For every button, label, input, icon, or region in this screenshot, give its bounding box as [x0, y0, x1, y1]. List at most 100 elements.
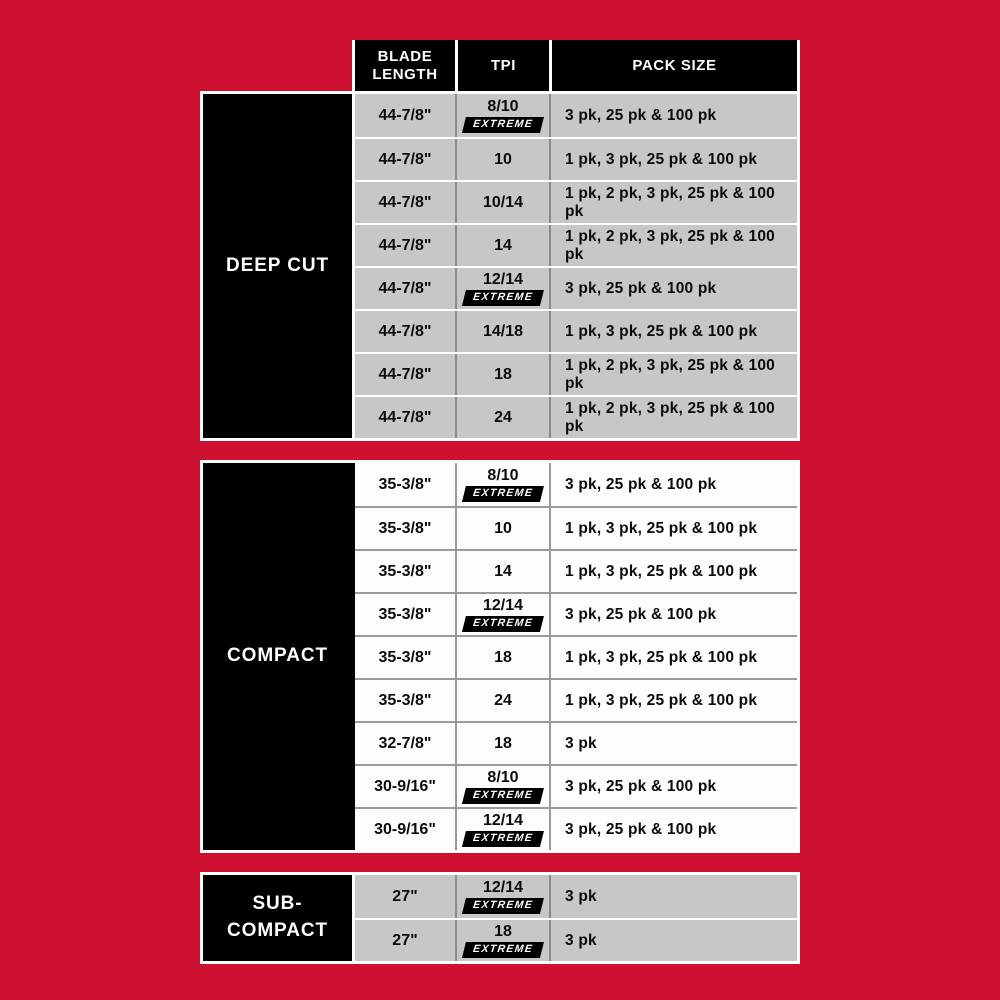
blade-length-cell: 35-3/8"	[378, 691, 432, 709]
tpi-cell: 14	[455, 551, 549, 592]
pack-size-cell: 3 pk	[549, 875, 797, 918]
table-row: 35-3/8" 12/14 EXTREME 3 pk, 25 pk & 100 pk	[355, 592, 797, 635]
blade-length-cell: 30-9/16"	[374, 820, 436, 838]
blade-length-cell: 44-7/8"	[378, 365, 432, 383]
section-rows: 27" 12/14 EXTREME 3 pk 27" 18 EXTREME 3 pk	[355, 875, 797, 961]
extreme-badge: EXTREME	[462, 117, 544, 133]
tpi-value: 18	[494, 648, 512, 666]
tpi-value: 18	[494, 365, 512, 383]
section-label: DEEP CUT	[203, 94, 355, 438]
pack-size-cell: 1 pk, 3 pk, 25 pk & 100 pk	[549, 311, 797, 352]
pack-size-cell: 3 pk, 25 pk & 100 pk	[549, 766, 797, 807]
section-rows: 35-3/8" 8/10 EXTREME 3 pk, 25 pk & 100 pk 35…	[355, 463, 797, 850]
blade-length-cell: 32-7/8"	[378, 734, 432, 752]
tpi-cell: 8/10 EXTREME	[455, 766, 549, 807]
extreme-label: EXTREME	[472, 943, 534, 956]
extreme-label: EXTREME	[472, 291, 534, 304]
tpi-cell: 24	[455, 397, 549, 438]
pack-size-cell: 1 pk, 3 pk, 25 pk & 100 pk	[549, 551, 797, 592]
table-row: 30-9/16" 12/14 EXTREME 3 pk, 25 pk & 100 pk	[355, 807, 797, 850]
extreme-label: EXTREME	[472, 617, 534, 630]
tpi-value: 8/10	[487, 467, 519, 485]
tpi-cell: 12/14 EXTREME	[455, 594, 549, 635]
section-compact: COMPACT 35-3/8" 8/10 EXTREME 3 pk, 25 pk & 1…	[200, 460, 800, 853]
table-row: 44-7/8" 24 1 pk, 2 pk, 3 pk, 25 pk & 100 p…	[355, 395, 797, 438]
table-row: 30-9/16" 8/10 EXTREME 3 pk, 25 pk & 100 pk	[355, 764, 797, 807]
tpi-value: 14	[494, 562, 512, 580]
tpi-cell: 18	[455, 723, 549, 764]
table-row: 44-7/8" 8/10 EXTREME 3 pk, 25 pk & 100 pk	[355, 94, 797, 137]
tpi-value: 12/14	[482, 812, 524, 830]
tpi-cell: 12/14 EXTREME	[455, 875, 549, 918]
tpi-value: 14/18	[482, 322, 524, 340]
table-row: 27" 12/14 EXTREME 3 pk	[355, 875, 797, 918]
tpi-cell: 18 EXTREME	[455, 920, 549, 961]
extreme-badge: EXTREME	[462, 788, 544, 804]
pack-size-cell: 3 pk	[549, 723, 797, 764]
blade-length-cell: 35-3/8"	[378, 475, 432, 493]
extreme-badge: EXTREME	[462, 290, 544, 306]
blade-length-cell: 27"	[392, 887, 418, 905]
tpi-cell: 12/14 EXTREME	[455, 809, 549, 850]
section-sub-compact: SUB- COMPACT 27" 12/14 EXTREME 3 pk 27" 18 EXTR…	[200, 872, 800, 964]
extreme-badge: EXTREME	[462, 942, 544, 958]
table-row: 44-7/8" 14 1 pk, 2 pk, 3 pk, 25 pk & 100 p…	[355, 223, 797, 266]
tpi-cell: 12/14 EXTREME	[455, 268, 549, 309]
tpi-cell: 24	[455, 680, 549, 721]
table-row: 44-7/8" 18 1 pk, 2 pk, 3 pk, 25 pk & 100 p…	[355, 352, 797, 395]
blade-length-cell: 35-3/8"	[378, 519, 432, 537]
blade-length-cell: 35-3/8"	[378, 605, 432, 623]
header-tpi: TPI	[455, 40, 549, 91]
table-row: 35-3/8" 18 1 pk, 3 pk, 25 pk & 100 pk	[355, 635, 797, 678]
blade-length-cell: 44-7/8"	[378, 193, 432, 211]
pack-size-cell: 1 pk, 2 pk, 3 pk, 25 pk & 100 pk	[549, 225, 797, 266]
tpi-value: 12/14	[482, 271, 524, 289]
pack-size-cell: 1 pk, 2 pk, 3 pk, 25 pk & 100 pk	[549, 354, 797, 395]
tpi-value: 10/14	[482, 193, 524, 211]
tpi-value: 24	[494, 691, 512, 709]
tpi-cell: 18	[455, 354, 549, 395]
blade-length-cell: 27"	[392, 931, 418, 949]
tables-wrap: BLADE LENGTH TPI PACK SIZE DEEP CUT 44-7/…	[200, 40, 800, 964]
tpi-value: 8/10	[487, 98, 519, 116]
table-row: 35-3/8" 8/10 EXTREME 3 pk, 25 pk & 100 pk	[355, 463, 797, 506]
extreme-badge: EXTREME	[462, 898, 544, 914]
section-label: COMPACT	[203, 463, 355, 850]
tpi-cell: 8/10 EXTREME	[455, 94, 549, 137]
tpi-value: 10	[494, 519, 512, 537]
table-row: 44-7/8" 10/14 1 pk, 2 pk, 3 pk, 25 pk & 10…	[355, 180, 797, 223]
extreme-label: EXTREME	[472, 789, 534, 802]
table-row: 44-7/8" 14/18 1 pk, 3 pk, 25 pk & 100 pk	[355, 309, 797, 352]
table-header: BLADE LENGTH TPI PACK SIZE	[352, 40, 800, 91]
tpi-value: 12/14	[482, 597, 524, 615]
blade-length-cell: 44-7/8"	[378, 150, 432, 168]
pack-size-cell: 3 pk, 25 pk & 100 pk	[549, 94, 797, 137]
pack-size-cell: 1 pk, 3 pk, 25 pk & 100 pk	[549, 680, 797, 721]
tpi-value: 24	[494, 408, 512, 426]
table-row: 27" 18 EXTREME 3 pk	[355, 918, 797, 961]
pack-size-cell: 3 pk	[549, 920, 797, 961]
header-blade-length: BLADE LENGTH	[372, 47, 438, 83]
section-deep-cut: DEEP CUT 44-7/8" 8/10 EXTREME 3 pk, 25 pk & …	[200, 91, 800, 441]
tpi-value: 8/10	[487, 769, 519, 787]
table-row: 35-3/8" 24 1 pk, 3 pk, 25 pk & 100 pk	[355, 678, 797, 721]
extreme-badge: EXTREME	[462, 831, 544, 847]
tables-root: DEEP CUT 44-7/8" 8/10 EXTREME 3 pk, 25 pk & …	[200, 91, 800, 964]
extreme-label: EXTREME	[472, 899, 534, 912]
blade-length-cell: 35-3/8"	[378, 562, 432, 580]
pack-size-cell: 1 pk, 3 pk, 25 pk & 100 pk	[549, 508, 797, 549]
pack-size-cell: 3 pk, 25 pk & 100 pk	[549, 463, 797, 506]
table-row: 35-3/8" 14 1 pk, 3 pk, 25 pk & 100 pk	[355, 549, 797, 592]
tpi-value: 18	[494, 923, 512, 941]
tpi-cell: 14/18	[455, 311, 549, 352]
table-row: 44-7/8" 12/14 EXTREME 3 pk, 25 pk & 100 pk	[355, 266, 797, 309]
section-rows: 44-7/8" 8/10 EXTREME 3 pk, 25 pk & 100 pk 44…	[355, 94, 797, 438]
section-label: SUB- COMPACT	[203, 875, 355, 961]
extreme-badge: EXTREME	[462, 486, 544, 502]
pack-size-cell: 3 pk, 25 pk & 100 pk	[549, 809, 797, 850]
blade-length-cell: 44-7/8"	[378, 106, 432, 124]
pack-size-cell: 1 pk, 3 pk, 25 pk & 100 pk	[549, 139, 797, 180]
tpi-cell: 8/10 EXTREME	[455, 463, 549, 506]
blade-length-cell: 44-7/8"	[378, 236, 432, 254]
tpi-cell: 10	[455, 139, 549, 180]
